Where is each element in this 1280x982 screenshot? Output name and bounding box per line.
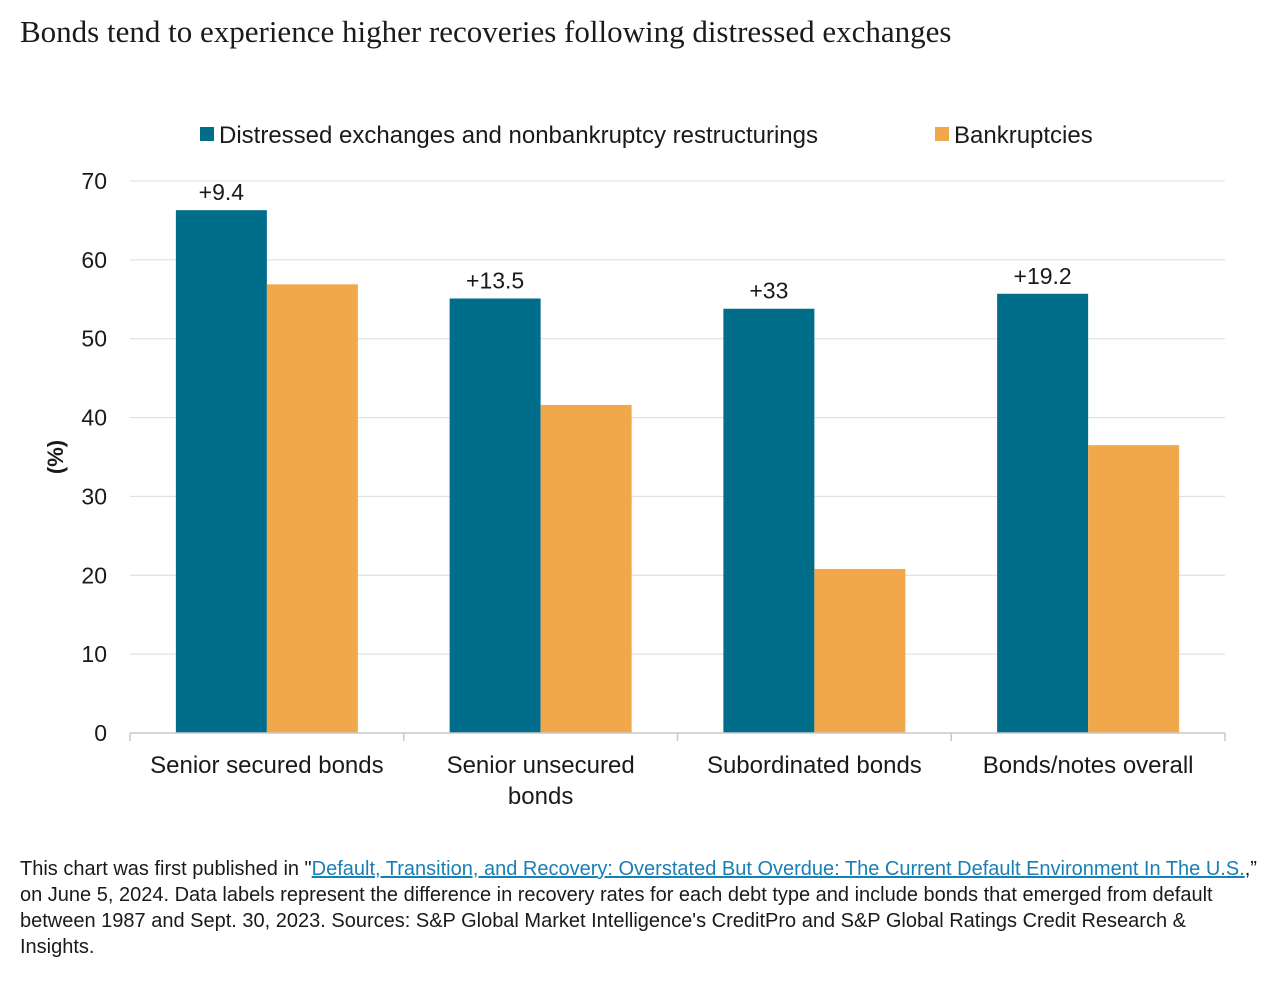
- y-tick-label: 60: [81, 247, 107, 273]
- x-tick-label: Senior unsecured: [447, 752, 635, 779]
- legend-label-1: Distressed exchanges and nonbankruptcy r…: [219, 122, 818, 149]
- x-tick-label: bonds: [508, 783, 573, 810]
- report-link[interactable]: Default, Transition, and Recovery: Overs…: [311, 858, 1245, 880]
- x-tick-label: Senior secured bonds: [150, 752, 383, 779]
- data-label: +9.4: [199, 179, 245, 205]
- bar-series1-cat4: [997, 293, 1089, 733]
- bar-series1-cat1: [175, 210, 267, 734]
- legend-swatch-2: [935, 127, 949, 141]
- legend-swatch-1: [200, 127, 214, 141]
- y-tick-label: 40: [81, 405, 107, 431]
- bar-chart: Distressed exchanges and nonbankruptcy r…: [43, 122, 1226, 810]
- y-axis: 0 10 20 30 40 50 60 70 (%): [43, 168, 107, 746]
- bar-series1-cat2: [449, 298, 541, 733]
- footnote-prefix: This chart was first published in ": [20, 858, 312, 880]
- footnote-suffix: ,” on June 5, 2024. Data labels represen…: [20, 858, 1257, 958]
- bar-series2-cat1: [266, 284, 358, 733]
- y-axis-label: (%): [43, 440, 68, 474]
- y-tick-label: 50: [81, 326, 107, 352]
- bar-series2-cat4: [1088, 445, 1180, 733]
- x-tick-label: Subordinated bonds: [707, 752, 922, 779]
- y-tick-label: 10: [81, 641, 107, 667]
- y-tick-label: 70: [81, 168, 107, 194]
- footnote: This chart was first published in "Defau…: [20, 856, 1260, 960]
- chart-title: Bonds tend to experience higher recoveri…: [20, 14, 952, 49]
- legend: Distressed exchanges and nonbankruptcy r…: [200, 122, 1093, 149]
- data-label: +13.5: [466, 267, 524, 293]
- bar-series1-cat3: [723, 308, 815, 733]
- legend-label-2: Bankruptcies: [954, 122, 1093, 149]
- y-tick-label: 0: [94, 720, 107, 746]
- y-tick-label: 20: [81, 562, 107, 588]
- bar-series2-cat3: [814, 568, 906, 733]
- bars: +9.4 +13.5 +33 +19.2: [175, 179, 1180, 734]
- x-axis: Senior secured bonds Senior unsecured bond…: [129, 732, 1226, 810]
- bar-series2-cat2: [540, 404, 632, 733]
- x-tick-label: Bonds/notes overall: [983, 752, 1194, 779]
- data-label: +33: [749, 278, 788, 304]
- y-tick-label: 30: [81, 483, 107, 509]
- data-label: +19.2: [1014, 263, 1072, 289]
